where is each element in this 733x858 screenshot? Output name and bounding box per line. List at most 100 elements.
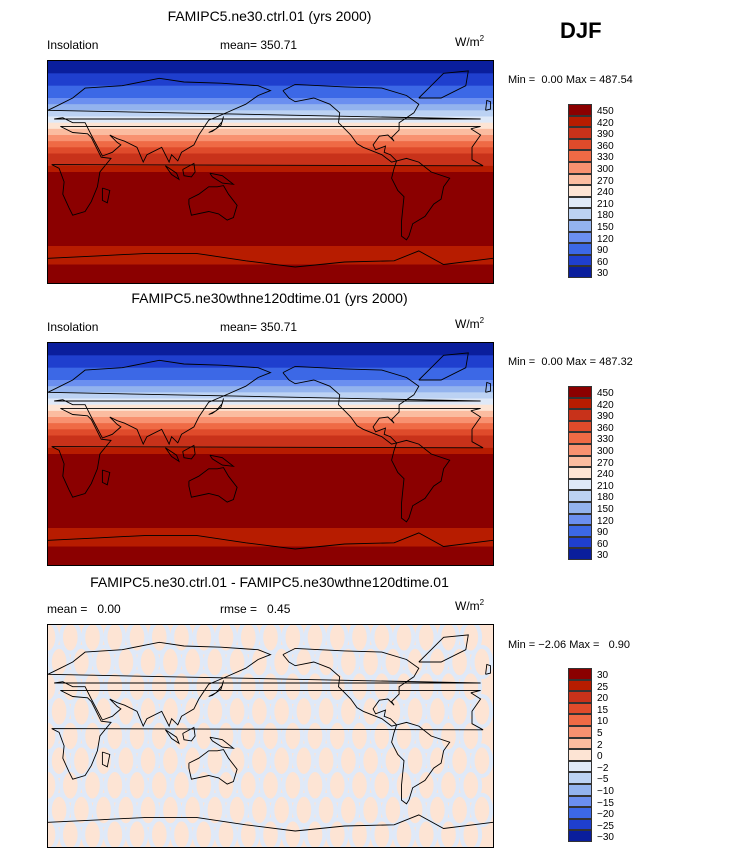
panel3-pattern-8-13 [326,817,349,847]
panel1-band-3 [48,98,493,105]
panel3-pattern-8-12 [303,817,327,847]
coastline-1 [48,359,481,446]
panel2-colorbar [568,386,592,560]
season-label: DJF [560,18,602,43]
coastline-1 [48,77,481,164]
panel3-colorbar-swatch-6 [568,737,592,750]
coastline-2 [282,647,420,727]
panel3-colorbar-swatch-13 [568,818,592,831]
panel2-colorbar-tick-1: 420 [597,399,614,411]
panel3-pattern-2-11 [281,669,305,705]
panel3-pattern-8-1 [59,817,82,847]
panel3-pattern-5-19 [470,743,493,778]
panel3-pattern-3-14 [359,694,382,729]
panel3-pattern-1-2 [92,644,115,680]
panel3-pattern-4-6 [170,718,193,754]
panel2-band-1 [48,355,493,369]
panel3-pattern-6-8 [214,768,238,803]
panel3-pattern-4-11 [281,718,305,754]
panel1-band-16 [48,264,493,283]
panel3-map [47,624,494,848]
panel3-pattern-8-10 [259,817,282,847]
panel3-pattern-2-19 [459,669,483,705]
panel3-rmse-value: 0.45 [267,602,291,616]
panel2-colorbar-swatch-9 [568,490,592,502]
panel1-band-12 [48,153,493,167]
panel3-pattern-2-16 [392,669,416,705]
panel3-pattern-3-15 [381,694,405,729]
panel3-pattern-7-11 [292,792,316,828]
panel2-colorbar-swatch-5 [568,443,592,456]
panel2-mean: mean= 350.71 [220,320,297,334]
panel3-colorbar-tick-5: 5 [597,728,603,739]
panel3-pattern-3-12 [314,694,338,729]
panel3-pattern-4-2 [81,718,104,754]
panel2-colorbar-tick-8: 210 [597,480,614,492]
panel3-pattern-7-19 [470,792,493,828]
panel3-pattern-2-14 [348,669,371,705]
panel1-mean-label: mean= [220,38,258,52]
panel3-colorbar-swatch-9 [568,772,592,784]
panel3-pattern-5-18 [448,743,471,778]
panel2-units: W/m2 [455,316,484,331]
panel1-band-11 [48,147,493,154]
panel1-variable: Insolation [47,38,99,52]
panel1-colorbar-swatch-2 [568,127,592,139]
panel3-colorbar-swatch-5 [568,725,592,738]
panel3-pattern-8-16 [392,817,416,847]
panel3-colorbar-swatch-8 [568,760,592,773]
panel2-min-label: Min = [508,356,536,368]
panel3-colorbar [568,668,592,842]
panel1-band-2 [48,85,493,99]
panel3-pattern-7-0 [48,792,71,828]
panel3-pattern-5-2 [92,743,115,778]
panel3-pattern-2-8 [214,669,238,705]
panel3-pattern-0-7 [192,625,216,655]
panel3-pattern-4-10 [259,718,282,754]
panel2-colorbar-swatch-11 [568,513,592,526]
coastline-3 [391,157,451,241]
coastline-2 [282,365,420,445]
panel3-rmse: rmse = 0.45 [220,602,290,616]
panel3-pattern-0-10 [259,625,282,655]
panel3-pattern-7-3 [114,792,138,828]
panel1-band-6 [48,116,493,124]
panel3-pattern-5-5 [159,743,182,778]
panel3-pattern-5-11 [292,743,316,778]
panel2-variable: Insolation [47,320,99,334]
panel1-colorbar-swatch-7 [568,185,592,197]
panel1-colorbar-swatch-12 [568,243,592,255]
panel3-pattern-4-0 [48,718,60,754]
panel3-pattern-2-15 [370,669,394,705]
panel3-pattern-1-12 [314,644,338,680]
panel3-colorbar-swatch-7 [568,749,592,761]
panel2-band-16 [48,546,493,565]
panel1-colorbar-tick-14: 30 [597,268,609,280]
panel3-pattern-1-3 [114,644,138,680]
panel1-band-15 [48,246,493,265]
panel3-colorbar-tick-1: 25 [597,681,609,693]
panel3-colorbar-swatch-12 [568,807,592,819]
panel2-colorbar-tick-7: 240 [597,469,614,481]
panel1-colorbar-tick-13: 60 [597,256,609,268]
coastline-3 [391,721,451,805]
panel3-pattern-3-18 [448,694,471,729]
panel3-colorbar-swatch-10 [568,783,592,796]
coastline-12 [48,814,493,832]
panel3-pattern-6-19 [459,768,483,803]
panel3-pattern-2-18 [437,669,460,705]
coastline-7 [165,165,180,181]
panel1-colorbar-swatch-6 [568,173,592,186]
panel3-map-svg [48,625,493,847]
panel2-band-3 [48,380,493,387]
panel3-pattern-7-10 [270,792,293,828]
panel3-pattern-0-15 [370,625,394,655]
panel3-pattern-8-2 [81,817,104,847]
panel3-pattern-3-19 [470,694,493,729]
panel3-pattern-4-14 [348,718,371,754]
panel3-pattern-4-17 [415,718,438,754]
panel3-pattern-5-4 [136,743,160,778]
panel3-pattern-0-8 [214,625,238,655]
panel3-pattern-4-4 [125,718,149,754]
panel1-colorbar-swatch-9 [568,208,592,220]
